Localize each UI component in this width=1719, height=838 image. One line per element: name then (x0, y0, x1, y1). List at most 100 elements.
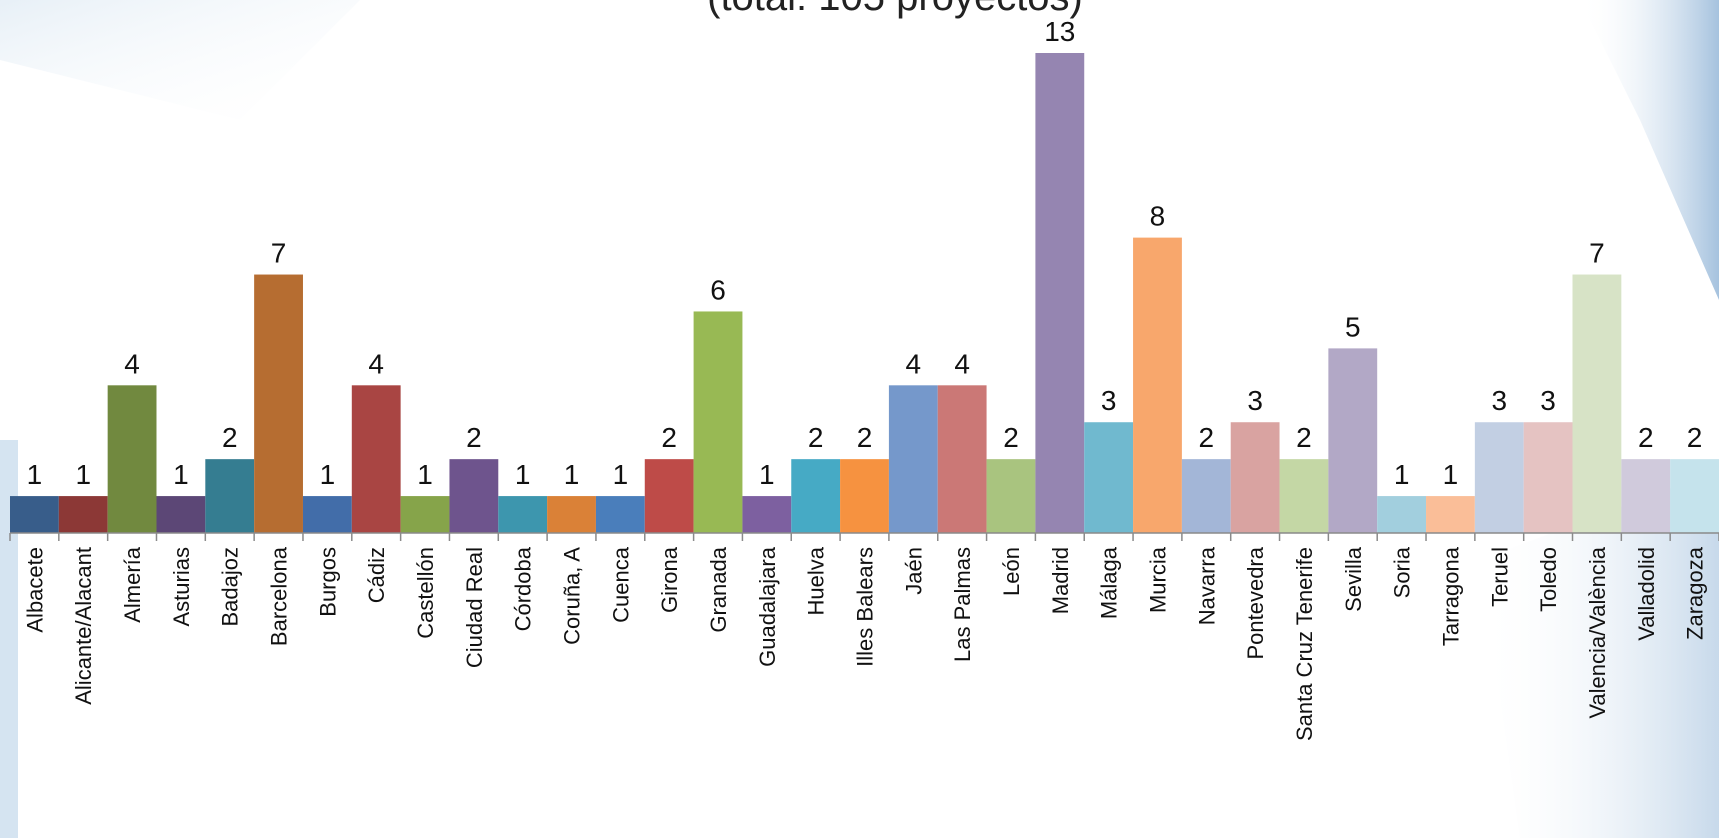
bar-11 (547, 496, 596, 533)
value-label-3: 1 (173, 459, 189, 490)
bar-16 (791, 459, 841, 533)
value-label-25: 3 (1247, 385, 1263, 416)
bar-14 (693, 311, 743, 533)
value-label-5: 7 (271, 238, 287, 269)
bar-12 (595, 496, 645, 533)
bar-23 (1133, 237, 1182, 533)
category-label-9: Ciudad Real (462, 547, 487, 668)
category-label-28: Soria (1390, 546, 1415, 598)
bar-34 (1670, 459, 1719, 533)
value-label-7: 4 (368, 348, 384, 379)
bar-26 (1279, 459, 1329, 533)
bar-28 (1377, 496, 1427, 533)
value-label-21: 13 (1044, 16, 1075, 47)
bar-5 (254, 274, 303, 533)
bar-17 (840, 459, 889, 533)
category-label-13: Girona (657, 546, 682, 613)
category-label-4: Badajoz (218, 547, 243, 627)
bar-20 (986, 459, 1036, 533)
bar-27 (1328, 348, 1378, 533)
category-label-17: Illes Balears (853, 547, 878, 667)
bar-7 (351, 385, 401, 533)
category-label-1: Alicante/Alacant (71, 547, 96, 705)
category-label-26: Santa Cruz Tenerife (1292, 547, 1317, 741)
value-label-11: 1 (564, 459, 580, 490)
bar-10 (498, 496, 548, 533)
category-label-3: Asturias (169, 547, 194, 626)
category-label-7: Cádiz (364, 547, 389, 603)
bar-15 (742, 496, 792, 533)
bar-3 (156, 496, 206, 533)
bar-4 (205, 459, 255, 533)
value-label-24: 2 (1199, 422, 1215, 453)
bar-13 (644, 459, 694, 533)
bar-25 (1230, 422, 1280, 533)
value-label-1: 1 (75, 459, 91, 490)
category-label-18: Jaén (901, 547, 926, 595)
value-label-6: 1 (320, 459, 336, 490)
bar-31 (1523, 422, 1573, 533)
category-label-21: Madrid (1048, 547, 1073, 614)
category-label-19: Las Palmas (950, 547, 975, 662)
bar-21 (1035, 53, 1085, 533)
value-label-15: 1 (759, 459, 775, 490)
bar-9 (449, 459, 499, 533)
bar-24 (1181, 459, 1231, 533)
category-label-2: Almería (120, 546, 145, 623)
category-label-5: Barcelona (267, 546, 292, 646)
value-label-26: 2 (1296, 422, 1312, 453)
category-label-34: Zaragoza (1683, 546, 1708, 640)
bar-19 (937, 385, 987, 533)
category-label-16: Huelva (804, 546, 829, 615)
category-label-24: Navarra (1194, 546, 1219, 625)
value-label-28: 1 (1394, 459, 1410, 490)
category-label-30: Teruel (1487, 547, 1512, 607)
value-label-12: 1 (613, 459, 629, 490)
category-label-0: Albacete (22, 547, 47, 633)
value-label-30: 3 (1491, 385, 1507, 416)
value-label-34: 2 (1687, 422, 1703, 453)
category-label-20: León (999, 547, 1024, 596)
bars-group (10, 53, 1719, 533)
bar-1 (58, 496, 108, 533)
category-label-14: Granada (706, 546, 731, 632)
value-label-4: 2 (222, 422, 238, 453)
category-label-29: Tarragona (1438, 546, 1463, 646)
category-label-6: Burgos (315, 547, 340, 617)
category-label-33: Valladolid (1634, 547, 1659, 641)
value-label-27: 5 (1345, 311, 1361, 342)
category-label-22: Málaga (1097, 546, 1122, 619)
bar-8 (400, 496, 450, 533)
value-label-2: 4 (124, 348, 140, 379)
value-label-8: 1 (417, 459, 433, 490)
value-label-31: 3 (1540, 385, 1556, 416)
category-labels-group: Albacete Alicante/Alacant Almería Asturias B… (22, 546, 1707, 741)
value-label-19: 4 (954, 348, 970, 379)
category-label-25: Pontevedra (1243, 546, 1268, 659)
bar-6 (302, 496, 352, 533)
x-axis-ticks (9, 533, 1719, 541)
value-label-18: 4 (906, 348, 922, 379)
value-label-16: 2 (808, 422, 824, 453)
bar-29 (1426, 496, 1475, 533)
value-label-23: 8 (1150, 201, 1166, 232)
category-label-11: Coruña, A (560, 547, 585, 645)
value-label-13: 2 (661, 422, 677, 453)
category-label-23: Murcia (1145, 546, 1170, 613)
bar-22 (1084, 422, 1134, 533)
bar-30 (1474, 422, 1524, 533)
category-label-27: Sevilla (1341, 546, 1366, 612)
bar-32 (1572, 274, 1622, 533)
value-label-29: 1 (1443, 459, 1459, 490)
category-label-10: Córdoba (511, 546, 536, 631)
value-label-0: 1 (27, 459, 43, 490)
category-label-31: Toledo (1536, 547, 1561, 612)
value-label-33: 2 (1638, 422, 1654, 453)
category-label-15: Guadalajara (755, 546, 780, 667)
value-label-9: 2 (466, 422, 482, 453)
category-label-32: Valencia/València (1585, 546, 1610, 718)
value-label-17: 2 (857, 422, 873, 453)
